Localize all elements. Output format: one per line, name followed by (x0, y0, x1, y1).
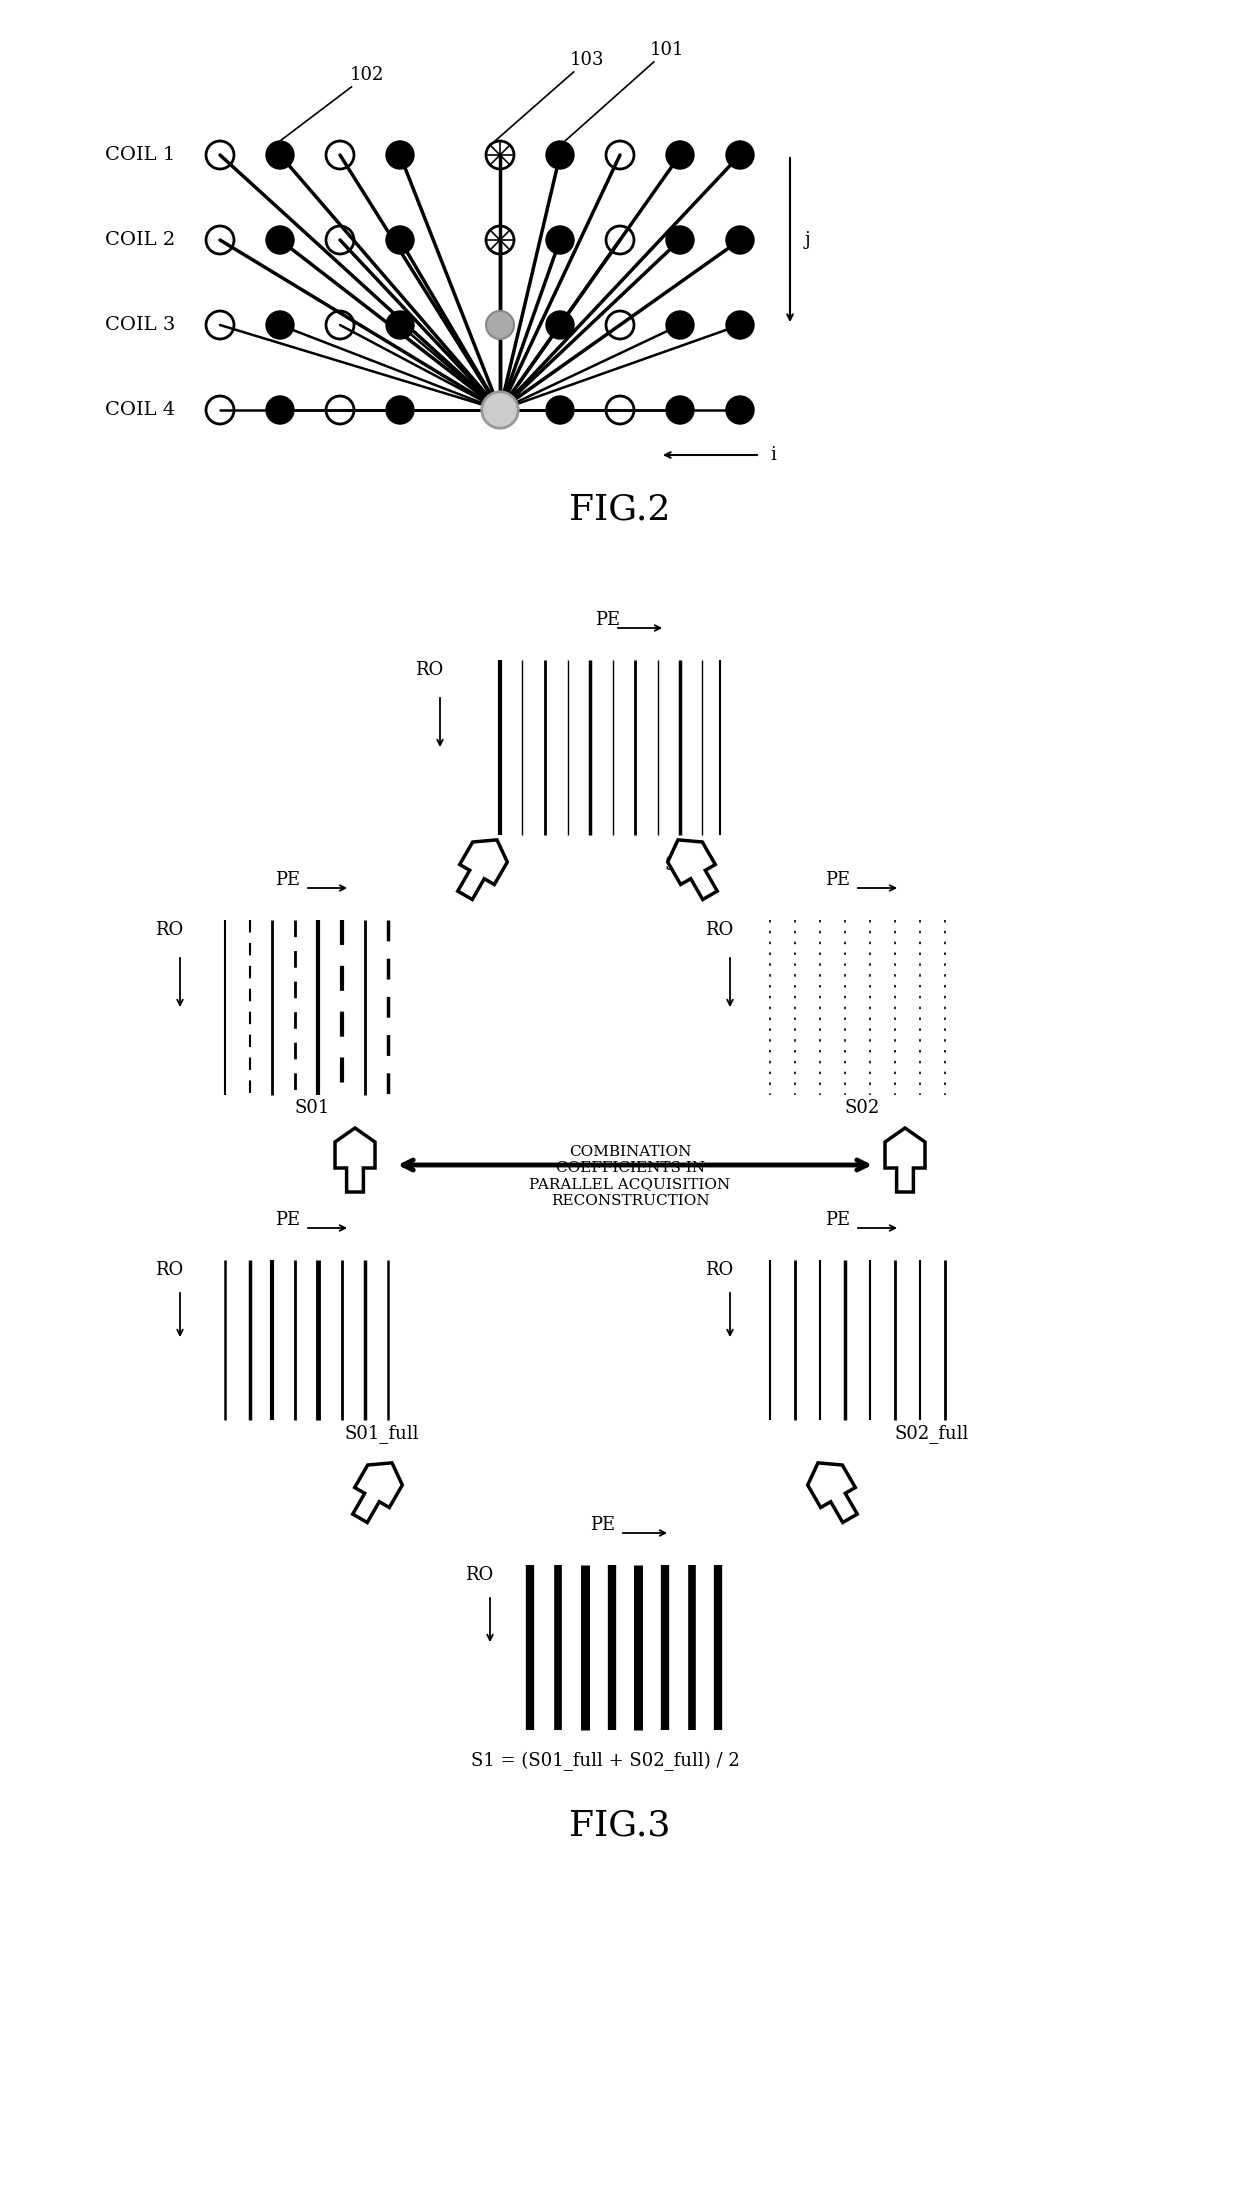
Circle shape (386, 225, 414, 254)
Circle shape (546, 225, 574, 254)
Text: 101: 101 (565, 42, 684, 141)
Text: S01: S01 (295, 1100, 330, 1117)
Circle shape (666, 141, 694, 170)
Circle shape (546, 141, 574, 170)
Text: S01_full: S01_full (345, 1424, 419, 1444)
Circle shape (386, 395, 414, 424)
Text: 103: 103 (495, 51, 605, 141)
Circle shape (386, 311, 414, 340)
Text: RO: RO (415, 660, 443, 680)
Text: 102: 102 (280, 66, 384, 141)
Text: i: i (770, 446, 776, 464)
Circle shape (482, 391, 518, 428)
Polygon shape (667, 839, 717, 899)
Circle shape (386, 141, 414, 170)
Text: COIL 1: COIL 1 (104, 146, 175, 163)
Text: S02: S02 (844, 1100, 880, 1117)
Circle shape (725, 225, 754, 254)
Text: RO: RO (706, 921, 733, 938)
Text: PE: PE (825, 870, 851, 890)
Circle shape (666, 225, 694, 254)
Circle shape (666, 311, 694, 340)
Circle shape (267, 311, 294, 340)
Text: S02_full: S02_full (895, 1424, 970, 1444)
Polygon shape (458, 839, 507, 899)
Text: FIG.3: FIG.3 (569, 1808, 671, 1841)
Circle shape (267, 395, 294, 424)
Text: SO: SO (665, 857, 692, 874)
Text: FIG.2: FIG.2 (569, 492, 671, 528)
Text: PE: PE (275, 870, 300, 890)
Circle shape (725, 311, 754, 340)
Text: PE: PE (590, 1517, 615, 1535)
Circle shape (546, 395, 574, 424)
Circle shape (267, 225, 294, 254)
Text: RO: RO (155, 921, 184, 938)
Circle shape (486, 311, 515, 340)
Text: RO: RO (155, 1261, 184, 1278)
Text: COIL 2: COIL 2 (104, 232, 175, 250)
Text: RO: RO (465, 1565, 494, 1583)
Text: j: j (805, 232, 811, 250)
Text: PE: PE (595, 612, 620, 629)
Circle shape (725, 141, 754, 170)
Circle shape (666, 395, 694, 424)
Text: COIL 4: COIL 4 (104, 402, 175, 420)
Polygon shape (807, 1464, 857, 1524)
Text: PE: PE (275, 1210, 300, 1230)
Text: COMBINATION
COEFFICIENTS IN
PARALLEL ACQUISITION
RECONSTRUCTION: COMBINATION COEFFICIENTS IN PARALLEL ACQ… (529, 1146, 730, 1208)
Text: S1 = (S01_full + S02_full) / 2: S1 = (S01_full + S02_full) / 2 (471, 1751, 739, 1771)
Text: COIL 3: COIL 3 (104, 316, 175, 333)
Polygon shape (885, 1128, 925, 1192)
Polygon shape (352, 1464, 402, 1524)
Text: RO: RO (706, 1261, 733, 1278)
Text: PE: PE (825, 1210, 851, 1230)
Circle shape (267, 141, 294, 170)
Circle shape (546, 311, 574, 340)
Polygon shape (335, 1128, 374, 1192)
Circle shape (725, 395, 754, 424)
